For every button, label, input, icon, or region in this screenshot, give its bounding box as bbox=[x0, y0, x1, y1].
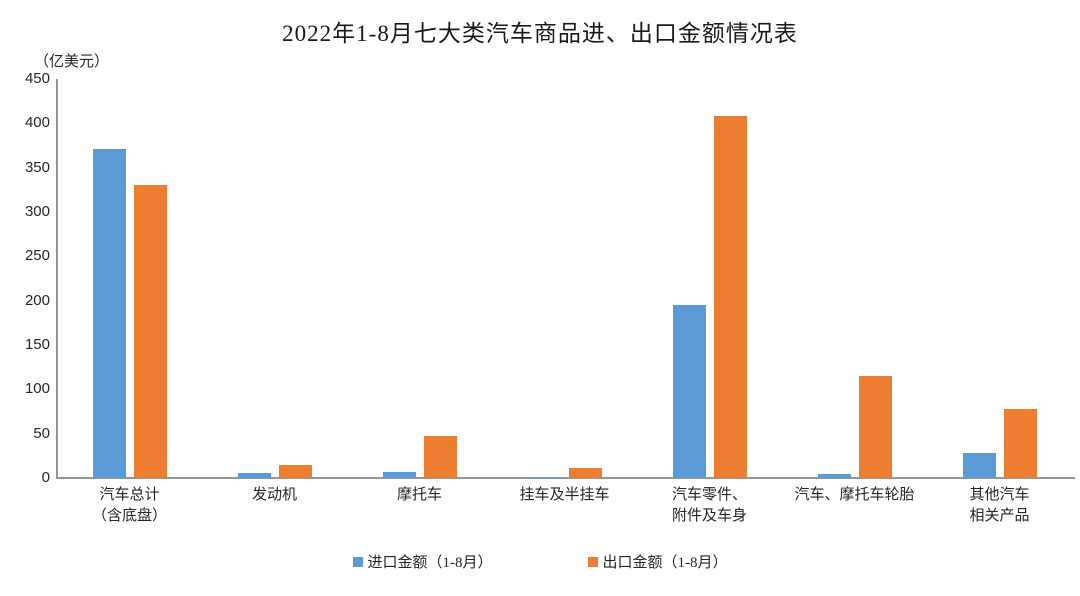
export-bar bbox=[568, 468, 602, 478]
y-axis bbox=[56, 79, 58, 478]
bar-group bbox=[492, 79, 637, 478]
category-label: 汽车、摩托车轮胎 bbox=[794, 487, 915, 503]
y-tick-label: 200 bbox=[24, 291, 50, 309]
category-label: 汽车零件、 附件及车身 bbox=[671, 487, 747, 524]
bar-group bbox=[202, 79, 347, 478]
category-label: 挂车及半挂车 bbox=[519, 487, 610, 503]
legend-label-export: 出口金额（1-8月） bbox=[602, 555, 728, 571]
export-bar bbox=[423, 436, 457, 478]
legend-item-export: 出口金额（1-8月） bbox=[587, 551, 728, 572]
import-bar bbox=[237, 472, 271, 478]
category-label: 摩托车 bbox=[396, 487, 442, 503]
y-tick-label: 300 bbox=[24, 203, 50, 220]
x-axis bbox=[56, 477, 1075, 479]
import-bar bbox=[672, 305, 706, 478]
import-bar bbox=[817, 474, 851, 478]
plot-area bbox=[57, 79, 1072, 478]
bar-group bbox=[637, 79, 782, 478]
y-tick-label: 0 bbox=[41, 469, 50, 486]
category-label: 发动机 bbox=[251, 487, 297, 503]
y-tick-label: 250 bbox=[24, 247, 50, 265]
import-bar bbox=[92, 149, 126, 478]
bar-group bbox=[347, 79, 492, 478]
legend-swatch-export bbox=[587, 556, 598, 567]
legend-label-import: 进口金额（1-8月） bbox=[367, 555, 493, 571]
legend-swatch-import bbox=[352, 556, 363, 567]
export-bar bbox=[1003, 408, 1037, 478]
y-tick-label: 350 bbox=[24, 158, 50, 176]
legend-item-import: 进口金额（1-8月） bbox=[352, 551, 493, 572]
y-tick-label: 100 bbox=[24, 380, 50, 398]
category-label: 其他汽车 相关产品 bbox=[969, 487, 1030, 524]
import-bar bbox=[962, 453, 996, 478]
export-bar bbox=[278, 464, 312, 478]
chart-title: 2022年1-8月七大类汽车商品进、出口金额情况表 bbox=[282, 21, 798, 46]
y-axis-tick-labels: 0 50 100 150 200 250 300 350 400 450 bbox=[0, 70, 50, 486]
bar-group bbox=[927, 79, 1072, 478]
bar-group bbox=[57, 79, 202, 478]
y-tick-label: 50 bbox=[33, 424, 50, 442]
y-axis-unit-label: （亿美元） bbox=[34, 54, 110, 70]
category-label: 汽车总计 （含底盘） bbox=[91, 487, 167, 524]
export-bar bbox=[858, 376, 892, 478]
x-axis-category-labels: 汽车总计 （含底盘） 发动机 摩托车 挂车及半挂车 汽车零件、 附件及车身 汽车、摩托车轮胎 其… bbox=[57, 485, 1072, 527]
bar-group bbox=[782, 79, 927, 478]
y-tick-label: 150 bbox=[24, 336, 50, 353]
legend: 进口金额（1-8月） 出口金额（1-8月） bbox=[0, 551, 1080, 572]
export-bar bbox=[713, 116, 747, 478]
import-bar bbox=[382, 471, 416, 478]
export-bar bbox=[133, 184, 167, 478]
y-tick-label: 450 bbox=[24, 70, 50, 87]
y-tick-label: 400 bbox=[24, 114, 50, 132]
